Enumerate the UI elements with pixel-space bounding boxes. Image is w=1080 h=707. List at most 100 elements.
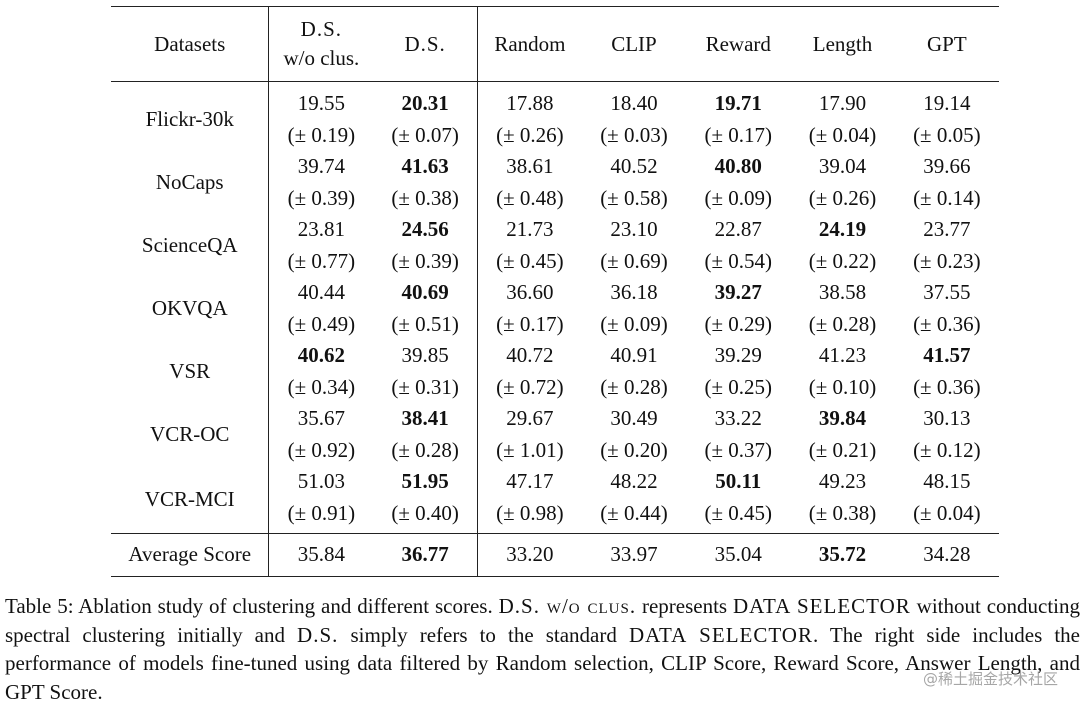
header-gpt: GPT: [894, 6, 999, 82]
caption-part-4: simply refers to the standard: [338, 622, 629, 647]
score-std-cell: (± 0.28): [600, 374, 668, 399]
score-std-cell: (± 0.14): [913, 185, 981, 210]
score-std-cell: (± 1.01): [496, 437, 564, 462]
score-mean-cell: 17.90: [790, 81, 895, 120]
score-mean-cell: 48.15: [923, 469, 971, 493]
score-mean-cell: 39.29: [714, 343, 762, 367]
score-std-cell: (± 0.29): [704, 311, 772, 336]
table-row-std: (± 0.34) (± 0.31) (± 0.72) (± 0.28) (± 0.25)…: [111, 371, 999, 403]
caption-ds-wo-clus: D.S. w/o clus.: [498, 594, 637, 618]
score-std-cell: (± 0.77): [287, 248, 356, 273]
score-std-cell: (± 0.34): [287, 374, 356, 399]
score-mean-cell: 38.41: [373, 403, 479, 435]
score-mean-cell: 39.04: [818, 154, 867, 178]
score-mean-cell: 40.44: [297, 280, 345, 304]
score-std-cell: (± 0.28): [808, 311, 877, 336]
header-datasets: Datasets: [111, 6, 270, 82]
score-std-cell: (± 0.21): [808, 437, 877, 462]
table-row-std: (± 0.92) (± 0.28) (± 1.01) (± 0.20) (± 0.37)…: [111, 434, 999, 466]
average-score-cell: 35.84: [268, 533, 374, 577]
table-row: VCR-MCI 51.03 51.95 47.17 48.22 50.11 49.23 48.…: [111, 466, 999, 534]
dataset-name-cell: VCR-MCI: [111, 466, 270, 534]
score-mean-cell: 39.27: [714, 280, 762, 304]
score-mean-cell: 40.52: [610, 154, 658, 178]
score-mean-cell: 40.62: [297, 343, 345, 367]
table-body: Flickr-30k 19.55 20.31 17.88 18.40 19.71 17.90…: [111, 81, 999, 577]
dataset-name-cell: VCR-OC: [111, 403, 270, 466]
dataset-name-cell: NoCaps: [111, 151, 270, 214]
table-header-row: Datasets D.S. w/o clus. D.S. Random CLIP…: [111, 6, 999, 82]
score-mean-cell: 19.71: [686, 81, 791, 120]
average-score-cell: 34.28: [894, 533, 999, 577]
table-caption: Table 5: Ablation study of clustering an…: [5, 592, 1080, 706]
score-mean-cell: 36.60: [506, 280, 554, 304]
score-std-cell: (± 0.69): [600, 248, 668, 273]
score-std-cell: (± 0.26): [808, 185, 877, 210]
score-std-cell: (± 0.49): [287, 311, 356, 336]
score-std-cell: (± 0.36): [913, 311, 981, 336]
caption-part-2: represents: [636, 594, 733, 618]
score-mean-cell: 20.31: [373, 81, 479, 120]
table-row: Flickr-30k 19.55 20.31 17.88 18.40 19.71 17.90…: [111, 81, 999, 151]
score-mean-cell: 47.17: [506, 469, 554, 493]
table-row-std: (± 0.77) (± 0.39) (± 0.45) (± 0.69) (± 0.54)…: [111, 245, 999, 277]
score-mean-cell: 35.67: [297, 406, 345, 430]
caption-part-3: without conducting spectral clustering i…: [5, 594, 1080, 647]
average-score-cell: 35.04: [686, 533, 791, 577]
caption-ds: D.S.: [297, 622, 339, 647]
score-std-cell: (± 0.20): [600, 437, 668, 462]
score-mean-cell: 36.18: [610, 280, 658, 304]
dataset-name-cell: OKVQA: [111, 277, 270, 340]
caption-data-selector-1: DATA SELECTOR: [732, 594, 911, 618]
score-std-cell: (± 0.26): [496, 122, 564, 147]
header-ds-wo-clus: D.S. w/o clus.: [268, 6, 374, 82]
score-std-cell: (± 0.51): [373, 308, 479, 340]
score-std-cell: (± 0.45): [704, 500, 772, 525]
score-std-cell: (± 0.12): [913, 437, 981, 462]
score-std-cell: (± 0.17): [704, 122, 772, 147]
dataset-name-cell: ScienceQA: [111, 214, 270, 277]
score-std-cell: (± 0.91): [287, 500, 356, 525]
table-row: VCR-OC 35.67 38.41 29.67 30.49 33.22 39.84 30.1…: [111, 403, 999, 466]
score-mean-cell: 29.67: [506, 406, 554, 430]
caption-part-1: Ablation study of clustering and differe…: [73, 594, 499, 618]
score-std-cell: (± 0.45): [496, 248, 564, 273]
score-std-cell: (± 0.04): [808, 122, 877, 147]
score-std-cell: (± 0.28): [373, 434, 479, 466]
header-length: Length: [790, 6, 895, 82]
score-mean-cell: 51.95: [373, 466, 479, 498]
header-ds-wo-clus-line1: D.S.: [300, 17, 343, 41]
score-std-cell: (± 0.39): [373, 245, 479, 277]
score-std-cell: (± 0.38): [808, 500, 877, 525]
table-row-std: (± 0.91) (± 0.40) (± 0.98) (± 0.44) (± 0.45)…: [111, 497, 999, 534]
score-std-cell: (± 0.92): [287, 437, 356, 462]
score-std-cell: (± 0.72): [496, 374, 564, 399]
score-std-cell: (± 0.98): [496, 500, 564, 525]
score-mean-cell: 40.80: [714, 154, 762, 178]
score-std-cell: (± 0.07): [373, 119, 479, 151]
score-mean-cell: 30.49: [610, 406, 658, 430]
score-std-cell: (± 0.31): [373, 371, 479, 403]
score-mean-cell: 41.63: [373, 151, 479, 183]
dataset-name-cell: VSR: [111, 340, 270, 403]
score-std-cell: (± 0.54): [704, 248, 772, 273]
score-std-cell: (± 0.39): [287, 185, 356, 210]
score-mean-cell: 40.72: [506, 343, 554, 367]
table-row-std: (± 0.19) (± 0.07) (± 0.26) (± 0.03) (± 0.17)…: [111, 119, 999, 151]
score-std-cell: (± 0.37): [704, 437, 772, 462]
dataset-name-cell: Flickr-30k: [111, 81, 270, 151]
caption-label: Table 5:: [5, 594, 74, 618]
score-std-cell: (± 0.05): [913, 122, 981, 147]
caption-part-5: . The right side includes the performanc…: [5, 622, 1080, 704]
score-mean-cell: 39.66: [923, 154, 971, 178]
score-mean-cell: 19.55: [268, 81, 374, 120]
score-mean-cell: 33.22: [714, 406, 762, 430]
score-mean-cell: 30.13: [923, 406, 971, 430]
average-score-cell: 35.72: [790, 533, 895, 577]
score-mean-cell: 41.57: [923, 343, 971, 367]
table-row: NoCaps 39.74 41.63 38.61 40.52 40.80 39.04 39.6…: [111, 151, 999, 214]
score-mean-cell: 40.69: [373, 277, 479, 309]
score-mean-cell: 48.22: [610, 469, 658, 493]
average-score-label: Average Score: [111, 533, 270, 577]
score-mean-cell: 38.58: [818, 280, 867, 304]
